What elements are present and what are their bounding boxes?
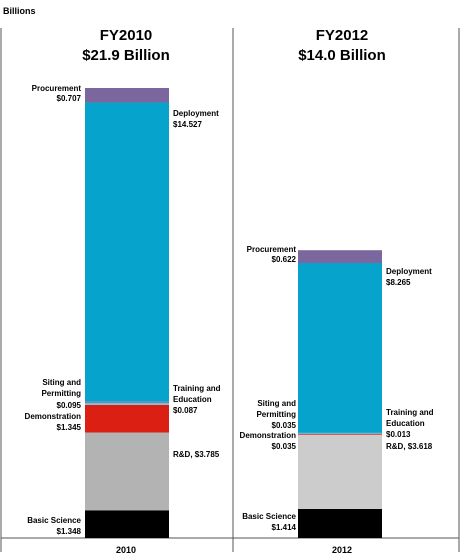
bar-segment-basic-science-2010 bbox=[85, 510, 169, 538]
x-tick-2012: 2012 bbox=[332, 545, 352, 555]
bar-segment-demonstration-2012 bbox=[298, 433, 382, 435]
value-procurement-2012: $0.622 bbox=[272, 255, 297, 264]
label-training-2012-line2: Education bbox=[386, 419, 425, 428]
label-training-2010-line2: Education bbox=[173, 395, 212, 404]
value-siting-2012: $0.035 bbox=[272, 421, 297, 430]
label-siting-2012-line1: Siting and bbox=[257, 399, 296, 408]
panel-title-2012: FY2012 bbox=[316, 27, 369, 44]
label-siting-2010-line1: Siting and bbox=[42, 378, 81, 387]
bar-segment-deployment-2012 bbox=[298, 262, 382, 433]
bar-segment-siting-and-permitting-2010 bbox=[85, 401, 169, 404]
panel-2012: FY2012 $14.0 Billion Procurement $0.622 … bbox=[240, 27, 434, 555]
bar-segment-demonstration-2010 bbox=[85, 404, 169, 433]
value-demonstration-2010: $1.345 bbox=[57, 423, 82, 432]
bar-segment-training-and-education-2012 bbox=[298, 432, 382, 434]
label-training-2012-line1: Training and bbox=[386, 408, 434, 417]
label-procurement-2010: Procurement bbox=[32, 84, 82, 93]
bar-segment-r-d-2010 bbox=[85, 432, 169, 511]
value-training-2012: $0.013 bbox=[386, 430, 411, 439]
label-siting-2010-line2: Permitting bbox=[41, 389, 81, 398]
panel-total-2012: $14.0 Billion bbox=[298, 47, 386, 64]
bar-segment-basic-science-2012 bbox=[298, 508, 382, 538]
label-demonstration-2010: Demonstration bbox=[25, 412, 82, 421]
label-training-2010-line1: Training and bbox=[173, 384, 221, 393]
label-rd-2010: R&D, $3.785 bbox=[173, 450, 220, 459]
value-demonstration-2012: $0.035 bbox=[272, 442, 297, 451]
panel-2010: FY2010 $21.9 Billion Procurement $0.707 … bbox=[25, 27, 221, 555]
unit-label: Billions bbox=[3, 6, 36, 16]
value-deployment-2010: $14.527 bbox=[173, 120, 202, 129]
label-deployment-2012: Deployment bbox=[386, 267, 432, 276]
panel-title-2010: FY2010 bbox=[100, 27, 153, 44]
label-demonstration-2012: Demonstration bbox=[240, 431, 297, 440]
bar-stack-2012 bbox=[298, 250, 382, 538]
label-rd-2012: R&D, $3.618 bbox=[386, 442, 433, 451]
value-procurement-2010: $0.707 bbox=[57, 94, 82, 103]
bar-stack-2010 bbox=[85, 88, 169, 538]
label-basic-science-2012: Basic Science bbox=[242, 512, 296, 521]
value-basic-science-2010: $1.348 bbox=[57, 527, 82, 536]
bar-segment-training-and-education-2010 bbox=[85, 403, 169, 405]
value-training-2010: $0.087 bbox=[173, 406, 198, 415]
label-basic-science-2010: Basic Science bbox=[27, 516, 81, 525]
bar-segment-deployment-2010 bbox=[85, 102, 169, 402]
value-basic-science-2012: $1.414 bbox=[272, 523, 297, 532]
bar-segment-procurement-2010 bbox=[85, 88, 169, 103]
label-siting-2012-line2: Permitting bbox=[256, 410, 296, 419]
panel-total-2010: $21.9 Billion bbox=[82, 47, 170, 64]
label-procurement-2012: Procurement bbox=[247, 245, 297, 254]
value-deployment-2012: $8.265 bbox=[386, 278, 411, 287]
label-deployment-2010: Deployment bbox=[173, 109, 219, 118]
x-tick-2010: 2010 bbox=[116, 545, 136, 555]
bar-segment-procurement-2012 bbox=[298, 250, 382, 263]
value-siting-2010: $0.095 bbox=[57, 401, 82, 410]
bar-segment-r-d-2012 bbox=[298, 434, 382, 509]
